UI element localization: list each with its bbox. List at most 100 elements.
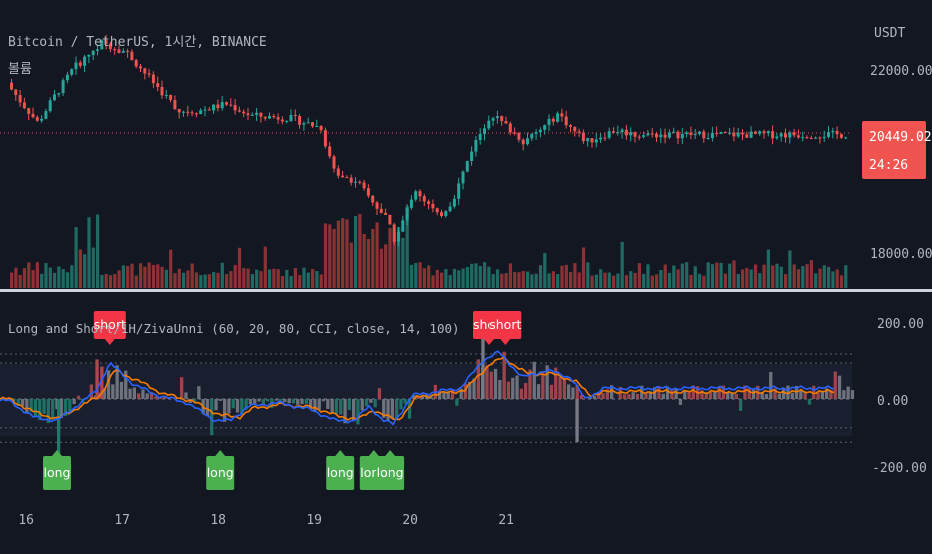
candle-body bbox=[61, 80, 65, 94]
volume-bar bbox=[414, 263, 418, 288]
candle-body bbox=[547, 118, 551, 126]
volume-bar bbox=[259, 271, 263, 288]
oscillator-histogram bbox=[8, 334, 855, 457]
candle-body bbox=[229, 104, 233, 106]
histogram-bar bbox=[339, 399, 343, 415]
candle-body bbox=[710, 132, 714, 139]
volume-bar bbox=[207, 274, 211, 288]
price-pane[interactable]: Bitcoin / TetherUS, 1시간, BINANCE 볼륨 bbox=[0, 34, 852, 288]
volume-bar bbox=[487, 266, 491, 288]
candle-body bbox=[586, 138, 590, 142]
volume-bar bbox=[693, 266, 697, 288]
candle-body bbox=[194, 113, 198, 115]
volume-bar bbox=[667, 272, 672, 288]
volume-bar bbox=[801, 266, 805, 288]
histogram-bar bbox=[33, 399, 38, 417]
volume-bar bbox=[177, 268, 181, 288]
volume-bar bbox=[22, 268, 27, 288]
volume-bar bbox=[495, 269, 500, 288]
symbol-title[interactable]: Bitcoin / TetherUS, 1시간, BINANCE bbox=[8, 35, 267, 50]
volume-bar bbox=[194, 272, 199, 288]
candle-body bbox=[22, 102, 26, 109]
signal-arrow bbox=[500, 339, 511, 345]
time-tick-19: 19 bbox=[306, 513, 322, 528]
candle-body bbox=[612, 131, 615, 133]
volume-bar bbox=[349, 242, 353, 288]
candle-body bbox=[143, 68, 147, 74]
time-scale[interactable]: 16 17 18 19 20 21 bbox=[18, 513, 514, 528]
signal-box bbox=[43, 456, 71, 490]
volume-bar bbox=[646, 264, 650, 288]
histogram-bar bbox=[51, 399, 55, 420]
volume-bar bbox=[435, 269, 439, 288]
candle-body bbox=[655, 133, 658, 138]
volume-bar bbox=[457, 270, 461, 288]
histogram-bar bbox=[390, 399, 394, 419]
volume-bar bbox=[556, 274, 560, 288]
candle-body bbox=[788, 132, 792, 138]
volume-bar bbox=[143, 266, 147, 288]
volume-bar bbox=[440, 272, 444, 288]
candle-body bbox=[126, 50, 130, 52]
candle-body bbox=[289, 115, 293, 121]
volume-bar bbox=[758, 273, 762, 288]
histogram-bar bbox=[326, 399, 330, 409]
candle-body bbox=[530, 133, 534, 139]
volume-bar bbox=[31, 270, 35, 288]
signal-text: long bbox=[377, 465, 404, 480]
candle-body bbox=[384, 212, 388, 215]
candle-body bbox=[315, 125, 319, 127]
histogram-bar bbox=[700, 390, 704, 399]
volume-bar bbox=[57, 266, 61, 288]
histogram-bar bbox=[227, 399, 231, 414]
histogram-spike bbox=[57, 399, 61, 457]
histogram-bar bbox=[816, 391, 820, 399]
candle-body bbox=[844, 137, 848, 139]
histogram-bar bbox=[442, 391, 446, 399]
histogram-bar bbox=[145, 393, 149, 399]
indicator-legend[interactable]: Long and Short/1H/ZivaUnni (60, 20, 80, … bbox=[8, 321, 460, 336]
volume-bar bbox=[672, 265, 676, 288]
candle-body bbox=[603, 137, 607, 139]
volume-bar bbox=[392, 232, 396, 288]
volume-bar bbox=[444, 269, 448, 288]
oscillator-scale[interactable]: 200.00 0.00 -200.00 bbox=[872, 317, 927, 476]
candle-body bbox=[457, 183, 461, 199]
volume-bar bbox=[732, 260, 736, 288]
candle-body bbox=[827, 132, 830, 137]
candle-body bbox=[693, 134, 697, 136]
histogram-bar bbox=[25, 399, 29, 414]
histogram-spike bbox=[100, 366, 104, 399]
volume-bar bbox=[203, 274, 207, 288]
pane-separator[interactable] bbox=[0, 289, 932, 292]
candle-body bbox=[74, 62, 78, 70]
candle-body bbox=[96, 49, 99, 51]
candle-body bbox=[332, 156, 336, 169]
signal-text: short bbox=[489, 317, 521, 332]
histogram-bar bbox=[214, 399, 218, 411]
histogram-bar bbox=[812, 385, 816, 399]
volume-legend[interactable]: 볼륨 bbox=[8, 62, 32, 77]
volume-bar bbox=[358, 213, 362, 288]
histogram-bar bbox=[498, 380, 502, 399]
price-scale[interactable]: USDT 22000.00 18000.00 20449.02 24:26 bbox=[862, 26, 932, 262]
volume-bar bbox=[126, 265, 130, 288]
histogram-bar bbox=[644, 392, 648, 399]
histogram-bar bbox=[597, 392, 601, 399]
candle-body bbox=[354, 181, 357, 183]
candle-body bbox=[590, 138, 594, 143]
histogram-bar bbox=[726, 392, 730, 399]
volume-bar bbox=[680, 263, 684, 288]
volume-bar bbox=[298, 275, 302, 288]
candle-body bbox=[298, 116, 302, 125]
candle-body bbox=[341, 175, 345, 178]
volume-bar bbox=[35, 262, 39, 288]
candle-body bbox=[392, 224, 396, 242]
histogram-bar bbox=[764, 394, 769, 399]
histogram-bar bbox=[16, 399, 20, 406]
histogram-bar bbox=[395, 399, 399, 419]
histogram-bar bbox=[743, 385, 747, 399]
